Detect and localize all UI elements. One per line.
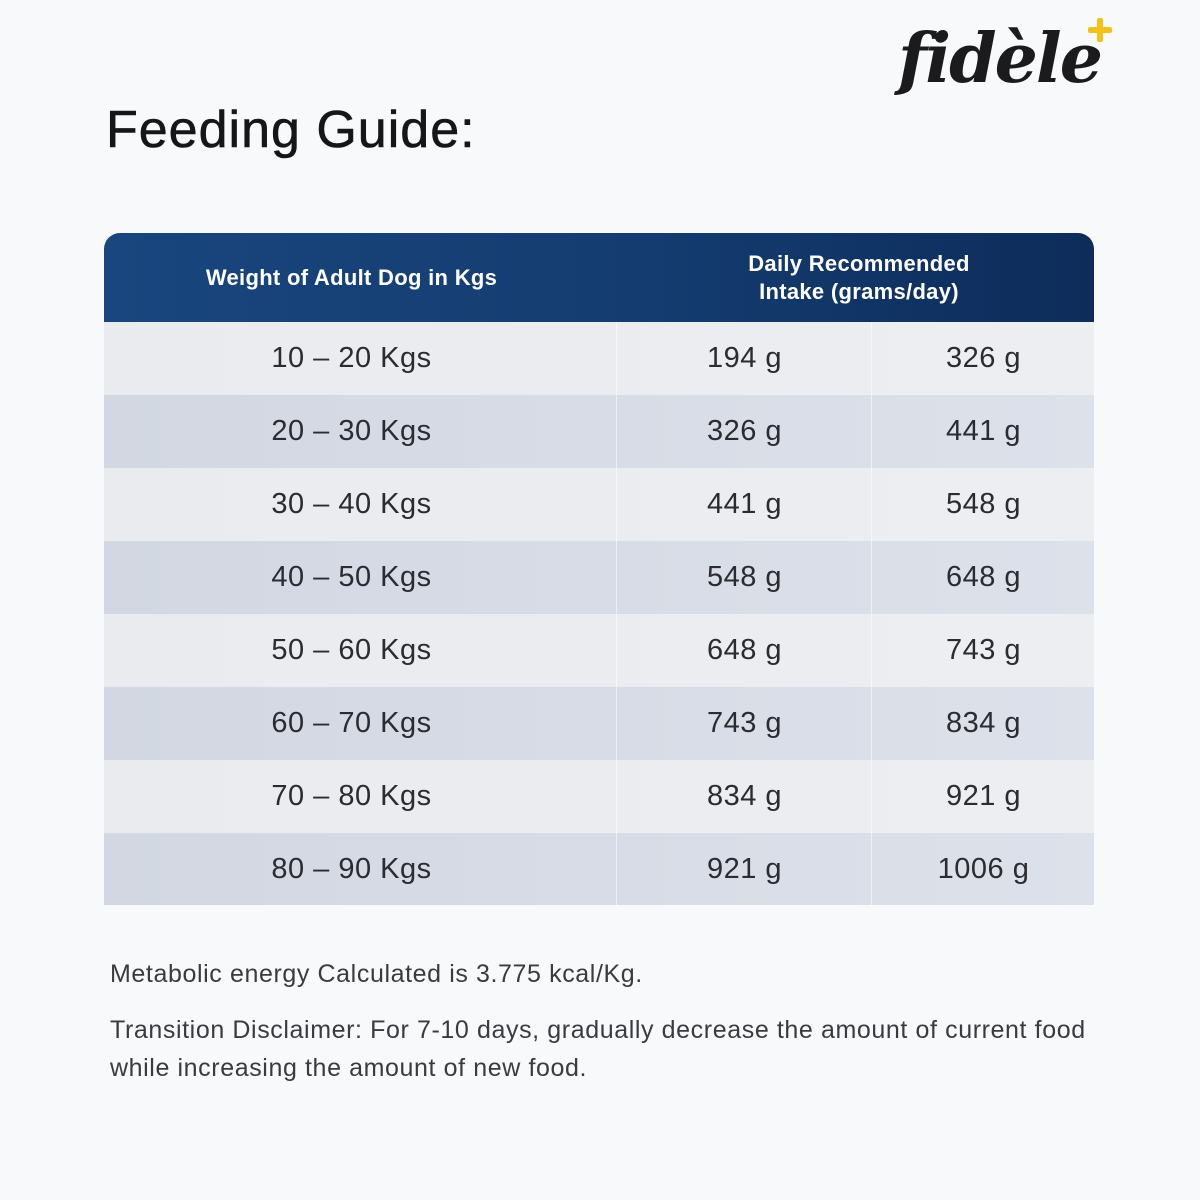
intake-min-cell: 326 g [616,395,872,468]
plus-icon [1088,18,1112,42]
weight-cell: 40 – 50 Kgs [271,561,432,593]
table-row: 40 – 50 Kgs 548 g 648 g [104,541,1094,614]
table-body: 10 – 20 Kgs 194 g 326 g 20 – 30 Kgs 326 … [104,322,1094,905]
intake-min-cell: 441 g [616,468,872,541]
weight-cell: 60 – 70 Kgs [271,707,432,739]
table-row: 80 – 90 Kgs 921 g 1006 g [104,833,1094,905]
header-intake-line2: Intake (grams/day) [759,278,959,304]
weight-cell: 80 – 90 Kgs [271,852,432,885]
table-row: 50 – 60 Kgs 648 g 743 g [104,614,1094,687]
feeding-table: Weight of Adult Dog in Kgs Daily Recomme… [104,233,1094,905]
header-intake: Daily Recommended Intake (grams/day) [704,233,1014,322]
metabolic-energy-note: Metabolic energy Calculated is 3.775 kca… [110,960,643,988]
intake-max-cell: 648 g [871,541,1095,614]
weight-cell: 10 – 20 Kgs [271,342,432,374]
weight-cell: 20 – 30 Kgs [271,415,432,447]
brand-logo: fidèle [898,14,1118,104]
weight-cell: 70 – 80 Kgs [271,780,432,812]
brand-logo-text: fidèle [898,19,1103,99]
intake-max-cell: 1006 g [871,833,1095,905]
table-header: Weight of Adult Dog in Kgs Daily Recomme… [104,233,1094,322]
transition-disclaimer: Transition Disclaimer: For 7-10 days, gr… [110,1016,1086,1082]
header-weight: Weight of Adult Dog in Kgs [205,264,498,290]
table-row: 60 – 70 Kgs 743 g 834 g [104,687,1094,760]
intake-max-cell: 921 g [871,760,1095,833]
intake-max-cell: 548 g [871,468,1095,541]
table-row: 10 – 20 Kgs 194 g 326 g [104,322,1094,395]
intake-min-cell: 548 g [616,541,872,614]
weight-cell: 30 – 40 Kgs [271,488,432,520]
table-row: 70 – 80 Kgs 834 g 921 g [104,760,1094,833]
table-row: 30 – 40 Kgs 441 g 548 g [104,468,1094,541]
intake-min-cell: 194 g [616,322,872,395]
weight-cell: 50 – 60 Kgs [271,634,432,666]
intake-min-cell: 921 g [616,833,872,905]
intake-max-cell: 834 g [871,687,1095,760]
page-title: Feeding Guide: [106,101,476,160]
intake-min-cell: 648 g [616,614,872,687]
table-row: 20 – 30 Kgs 326 g 441 g [104,395,1094,468]
intake-min-cell: 743 g [616,687,872,760]
intake-max-cell: 441 g [871,395,1095,468]
intake-min-cell: 834 g [616,760,872,833]
intake-max-cell: 743 g [871,614,1095,687]
header-intake-line1: Daily Recommended [748,250,970,276]
intake-max-cell: 326 g [871,322,1095,395]
